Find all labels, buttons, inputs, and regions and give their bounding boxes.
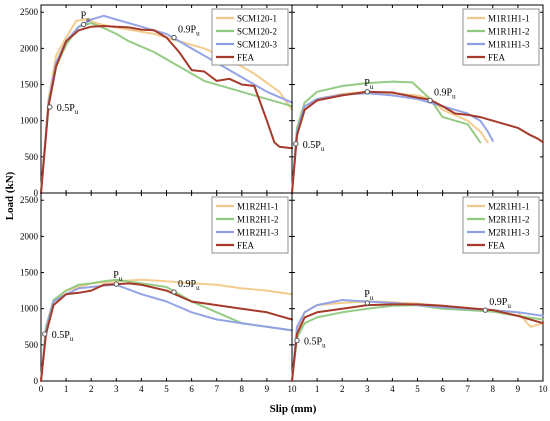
x-axis-label: Slip (mm) bbox=[270, 403, 317, 415]
x-tick-label: 3 bbox=[114, 384, 119, 394]
x-tick-label: 2 bbox=[340, 384, 345, 394]
y-tick-label: 2500 bbox=[20, 7, 39, 17]
annotation-label: Pu bbox=[81, 11, 91, 24]
x-tick-label: 8 bbox=[240, 384, 245, 394]
annotation-marker bbox=[80, 21, 87, 28]
y-tick-label: 2000 bbox=[20, 43, 39, 53]
y-tick-label: 0 bbox=[34, 376, 39, 386]
x-tick-label: 7 bbox=[214, 384, 219, 394]
series-line-M1R1H1-3 bbox=[291, 92, 494, 194]
annotation-label: 0.5Pu bbox=[304, 337, 326, 350]
x-tick-label: 9 bbox=[265, 384, 270, 394]
x-tick-label: 7 bbox=[465, 384, 470, 394]
legend-label: FEA bbox=[237, 53, 255, 63]
legend-label: FEA bbox=[237, 241, 255, 251]
legend: SCM120-1 SCM120-2 SCM120-3 FEA bbox=[211, 8, 289, 66]
series-line-M1R1H1-1 bbox=[291, 90, 489, 194]
annotation-marker bbox=[171, 289, 177, 295]
annotation-label: 0.9Pu bbox=[178, 279, 200, 292]
legend-label: FEA bbox=[488, 241, 506, 251]
legend: M1R1H1-1 M1R1H1-2 M1R1H1-3 FEA bbox=[462, 8, 540, 66]
legend: M2R1H1-1 M2R1H1-2 M2R1H1-3 FEA bbox=[462, 196, 540, 254]
annotation-marker bbox=[364, 89, 370, 95]
legend-label: M1R2H1-3 bbox=[237, 228, 279, 238]
legend-label: FEA bbox=[488, 53, 506, 63]
legend-label: M2R1H1-1 bbox=[488, 202, 530, 212]
annotation-marker bbox=[113, 281, 120, 287]
series-line-M1R2H1-3 bbox=[40, 283, 293, 382]
x-tick-label: 3 bbox=[365, 384, 370, 394]
series-line-FEA bbox=[291, 303, 544, 382]
series-line-FEA bbox=[291, 90, 544, 194]
x-tick-label: 8 bbox=[491, 384, 496, 394]
legend-label: M2R1H1-2 bbox=[488, 215, 530, 225]
annotation-marker bbox=[427, 97, 433, 104]
series-line-M1R2H1-2 bbox=[40, 278, 293, 382]
annotation-marker bbox=[482, 307, 488, 313]
x-tick-label: 10 bbox=[539, 384, 549, 394]
legend-label: M1R1H1-1 bbox=[488, 14, 530, 24]
series-line-M1R2H1-1 bbox=[40, 278, 293, 382]
x-tick-label: 9 bbox=[516, 384, 521, 394]
annotation-label: Pu bbox=[364, 289, 374, 302]
legend-label: M2R1H1-3 bbox=[488, 228, 530, 238]
legend-label: M1R2H1-2 bbox=[237, 215, 279, 225]
x-tick-label: 1 bbox=[64, 384, 69, 394]
annotation-label: 0.9Pu bbox=[178, 25, 200, 38]
annotation-label: Pu bbox=[113, 270, 123, 283]
x-tick-label: 1 bbox=[315, 384, 320, 394]
series-line-FEA bbox=[40, 25, 293, 194]
legend-label: SCM120-2 bbox=[237, 27, 277, 37]
x-tick-label: 2 bbox=[89, 384, 94, 394]
y-tick-label: 500 bbox=[25, 152, 39, 162]
y-tick-label: 1000 bbox=[20, 116, 39, 126]
y-tick-label: 1500 bbox=[20, 268, 39, 278]
annotation-label: Pu bbox=[364, 78, 374, 91]
x-tick-label: 5 bbox=[164, 384, 169, 394]
annotation-label: 0.5Pu bbox=[57, 103, 79, 116]
annotation-marker bbox=[171, 34, 177, 41]
x-tick-label: 0 bbox=[39, 384, 44, 394]
panel-1: 0 500 1000 1500 2000 2500 Pu 0.9Pu 0.5Pu SCM120-1… bbox=[20, 4, 293, 198]
legend-label: SCM120-3 bbox=[237, 40, 278, 50]
panel-2: Pu 0.9Pu 0.5Pu M1R1H1-1 M1R1H1-2 M1R1H1-3 FEA bbox=[291, 4, 544, 194]
series-line-FEA bbox=[40, 282, 293, 382]
legend-label: SCM120-1 bbox=[237, 14, 277, 24]
x-tick-label: 4 bbox=[139, 384, 144, 394]
annotation-marker bbox=[47, 104, 53, 110]
y-tick-label: 2000 bbox=[20, 231, 39, 241]
annotation-marker bbox=[294, 337, 300, 344]
legend-label: M1R1H1-2 bbox=[488, 27, 530, 37]
y-tick-label: 1500 bbox=[20, 80, 39, 90]
annotation-marker bbox=[293, 141, 299, 147]
series-line-SCM120-1 bbox=[40, 18, 293, 194]
x-tick-label: 10 bbox=[288, 384, 298, 394]
annotation-marker bbox=[42, 331, 48, 337]
annotation-marker bbox=[364, 300, 370, 306]
y-axis-label: Load (kN) bbox=[4, 171, 16, 220]
legend-label: M1R2H1-1 bbox=[237, 202, 279, 212]
y-tick-label: 500 bbox=[25, 340, 39, 350]
legend-label: M1R1H1-3 bbox=[488, 40, 530, 50]
annotation-label: 0.9Pu bbox=[489, 297, 511, 310]
series-line-M1R1H1-2 bbox=[291, 80, 482, 194]
x-tick-label: 6 bbox=[440, 384, 445, 394]
x-tick-label: 5 bbox=[415, 384, 420, 394]
y-tick-label: 0 bbox=[34, 188, 39, 198]
x-tick-label: 4 bbox=[390, 384, 395, 394]
legend: M1R2H1-1 M1R2H1-2 M1R2H1-3 FEA bbox=[211, 196, 289, 254]
annotation-label: 0.5Pu bbox=[52, 330, 74, 343]
series-line-M2R1H1-2 bbox=[291, 304, 544, 382]
x-tick-label: 6 bbox=[189, 384, 194, 394]
y-tick-label: 2500 bbox=[20, 195, 39, 205]
y-tick-label: 1000 bbox=[20, 304, 39, 314]
annotation-label: 0.9Pu bbox=[434, 87, 456, 100]
panel-3: 0 1 2 3 4 5 6 7 8 9 10 0 500 1000 1500 2000 2500 Pu 0.9Pu 0… bbox=[20, 192, 298, 394]
annotation-label: 0.5Pu bbox=[303, 140, 325, 153]
